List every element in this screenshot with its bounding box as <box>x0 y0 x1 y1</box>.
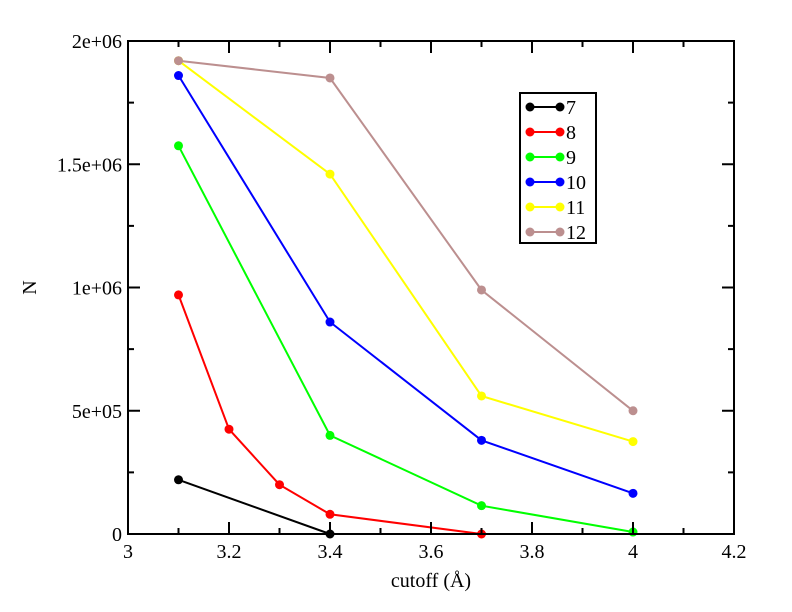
legend-swatch-marker <box>525 227 535 237</box>
legend-label: 7 <box>566 97 576 119</box>
legend-label: 8 <box>566 122 576 144</box>
x-tick-label: 4.2 <box>722 541 747 563</box>
y-tick-label: 5e+05 <box>72 401 122 423</box>
legend-item-8: 8 <box>525 122 576 144</box>
legend-swatch-marker <box>525 127 535 137</box>
data-point-10 <box>628 488 638 498</box>
legend-swatch-marker <box>525 102 535 112</box>
tick-labels: 3 3.2 3.4 3.6 3.8 4 4.2 0 5e+05 1e+06 1.5e+06 2e+06 <box>57 31 747 563</box>
data-point-10 <box>174 71 183 81</box>
data-point-12 <box>325 73 335 83</box>
data-point-12 <box>628 406 638 416</box>
legend-item-10: 10 <box>525 172 586 194</box>
data-point-9 <box>174 141 183 151</box>
legend-item-12: 12 <box>525 222 586 244</box>
legend-swatch-marker <box>555 177 565 187</box>
data-point-9 <box>325 430 335 440</box>
legend-swatch-marker <box>555 202 565 212</box>
y-tick-label: 1.5e+06 <box>57 154 122 176</box>
data-point-10 <box>477 435 486 445</box>
series-line-11 <box>177 59 634 443</box>
legend-item-9: 9 <box>525 147 576 169</box>
legend: 7 8 9 10 11 12 <box>519 92 597 244</box>
legend-swatch-marker <box>555 152 565 162</box>
legend-label: 11 <box>566 197 585 219</box>
series-line-7 <box>178 478 331 535</box>
legend-swatch-marker <box>555 127 565 137</box>
x-tick-label: 4 <box>628 541 638 563</box>
series-12 <box>174 56 638 416</box>
plot-frame <box>127 40 735 535</box>
legend-box <box>519 92 597 244</box>
legend-swatch-marker <box>525 202 535 212</box>
axis-ticks <box>127 40 735 535</box>
y-axis-label: N <box>19 280 41 294</box>
legend-label: 9 <box>566 147 576 169</box>
x-tick-label: 3.6 <box>419 541 444 563</box>
data-point-12 <box>174 56 183 66</box>
x-tick-label: 3.2 <box>217 541 242 563</box>
data-point-8 <box>325 509 335 519</box>
legend-swatch-marker <box>555 227 565 237</box>
series-line-12 <box>178 59 634 412</box>
legend-swatch-marker <box>555 102 565 112</box>
x-tick-label: 3 <box>123 541 133 563</box>
legend-swatch-marker <box>525 177 535 187</box>
data-point-8 <box>224 424 234 434</box>
plot-content <box>174 56 638 539</box>
data-point-11 <box>325 169 335 179</box>
data-point-7 <box>174 475 183 485</box>
data-point-10 <box>325 317 335 327</box>
series-10 <box>174 71 638 498</box>
x-axis-label: cutoff (Å) <box>391 570 471 592</box>
series-7 <box>174 475 335 539</box>
y-tick-label: 2e+06 <box>72 31 122 53</box>
series-line-10 <box>177 74 634 495</box>
data-point-11 <box>628 437 638 447</box>
data-point-8 <box>275 480 284 490</box>
series-8 <box>174 290 486 539</box>
data-point-9 <box>477 501 486 511</box>
series-line-9 <box>177 145 634 533</box>
legend-item-11: 11 <box>525 197 585 219</box>
data-point-11 <box>477 391 486 401</box>
data-point-12 <box>477 285 486 295</box>
legend-swatch-marker <box>525 152 535 162</box>
y-tick-label: 1e+06 <box>72 278 122 300</box>
y-tick-label: 0 <box>112 524 122 546</box>
legend-label: 12 <box>566 222 586 244</box>
legend-label: 10 <box>566 172 586 194</box>
data-point-8 <box>174 290 183 300</box>
x-tick-label: 3.8 <box>520 541 545 563</box>
x-tick-label: 3.4 <box>318 541 343 563</box>
legend-item-7: 7 <box>525 97 576 119</box>
